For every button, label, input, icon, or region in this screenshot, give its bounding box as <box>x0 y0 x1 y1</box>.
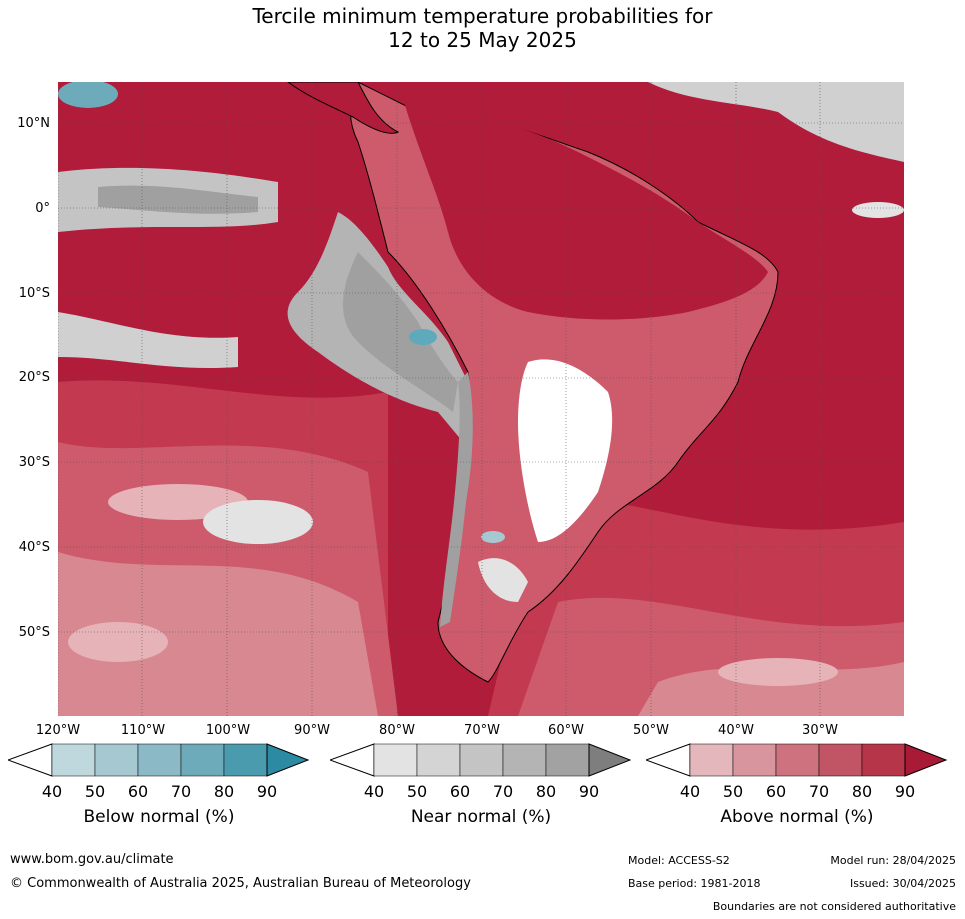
lon-label-60w: 60°W <box>548 723 584 738</box>
above-normal-label: Above normal (%) <box>720 807 874 827</box>
below-normal-bin-40 <box>51 743 96 777</box>
map-svg <box>57 80 904 716</box>
argentina-below-40 <box>518 359 613 542</box>
below-patch-chile <box>481 531 505 543</box>
near-tick-70: 70 <box>492 782 514 801</box>
lat-label-30s: 30°S <box>18 455 50 470</box>
lon-label-30w: 30°W <box>802 723 838 738</box>
below-tick-90: 90 <box>256 782 278 801</box>
lon-label-70w: 70°W <box>464 723 500 738</box>
above-normal-bin-40 <box>689 743 734 777</box>
title-line-2: 12 to 25 May 2025 <box>388 28 577 52</box>
below-tick-50: 50 <box>84 782 106 801</box>
above-normal-low-triangle <box>644 743 691 777</box>
lat-label-0: 0° <box>35 201 50 216</box>
near-normal-label: Near normal (%) <box>410 807 552 827</box>
near-tick-50: 50 <box>406 782 428 801</box>
below-normal-colorbar <box>6 742 310 782</box>
north-atlantic-near <box>648 82 904 162</box>
near-normal-high-triangle <box>588 743 632 777</box>
base-period-text: Base period: 1981-2018 <box>628 877 761 890</box>
below-normal-bin-70 <box>180 743 225 777</box>
below-normal-bin-60 <box>137 743 182 777</box>
pacific-near-3 <box>58 312 238 369</box>
lon-label-90w: 90°W <box>294 723 330 738</box>
patch-50-c <box>718 658 838 686</box>
website-link[interactable]: www.bom.gov.au/climate <box>10 852 174 867</box>
title-line-1: Tercile minimum temperature probabilitie… <box>252 4 713 28</box>
patch-50-b <box>68 622 168 662</box>
lon-label-40w: 40°W <box>718 723 754 738</box>
near-tick-60: 60 <box>449 782 471 801</box>
below-tick-70: 70 <box>170 782 192 801</box>
lon-label-110w: 110°W <box>120 723 166 738</box>
lon-label-120w: 120°W <box>35 723 81 738</box>
above-normal-bin-50 <box>732 743 777 777</box>
patagonia-near <box>478 558 528 602</box>
andes-near <box>440 372 473 627</box>
equatorial-atlantic-near <box>852 202 904 218</box>
below-patch-nw <box>58 80 118 108</box>
below-normal-bin-50 <box>94 743 139 777</box>
model-text: Model: ACCESS-S2 <box>628 854 730 867</box>
southern-band-60 <box>58 552 378 716</box>
near-normal-colorbar <box>328 742 632 782</box>
near-normal-bin-50 <box>416 743 461 777</box>
above-tick-40: 40 <box>679 782 701 801</box>
near-normal-low-triangle <box>328 743 375 777</box>
lat-label-50s: 50°S <box>18 625 50 640</box>
probability-map <box>57 80 904 716</box>
lat-label-40s: 40°S <box>18 540 50 555</box>
near-normal-bin-70 <box>502 743 547 777</box>
lat-label-10s: 10°S <box>18 286 50 301</box>
near-tick-90: 90 <box>578 782 600 801</box>
map-title: Tercile minimum temperature probabilitie… <box>0 4 965 52</box>
above-normal-bin-70 <box>818 743 863 777</box>
copyright-text: © Commonwealth of Australia 2025, Austra… <box>10 876 471 891</box>
below-normal-colorbar-svg <box>6 743 310 777</box>
above-normal-colorbar <box>644 742 948 782</box>
above-tick-90: 90 <box>894 782 916 801</box>
below-tick-80: 80 <box>213 782 235 801</box>
above-normal-bin-60 <box>775 743 820 777</box>
near-normal-bin-40 <box>373 743 418 777</box>
above-normal-high-triangle <box>904 743 948 777</box>
below-normal-low-triangle <box>6 743 53 777</box>
central-america <box>286 81 400 134</box>
above-normal-bin-80 <box>861 743 906 777</box>
above-tick-80: 80 <box>851 782 873 801</box>
lon-label-80w: 80°W <box>379 723 415 738</box>
above-tick-50: 50 <box>722 782 744 801</box>
lat-label-10n: 10°N <box>17 116 50 131</box>
near-tick-40: 40 <box>363 782 385 801</box>
above-tick-70: 70 <box>808 782 830 801</box>
east-pacific-near-dark <box>343 252 458 412</box>
graticule <box>57 82 904 716</box>
above-tick-60: 60 <box>765 782 787 801</box>
near-normal-bin-80 <box>545 743 590 777</box>
near-tick-80: 80 <box>535 782 557 801</box>
below-tick-60: 60 <box>127 782 149 801</box>
disclaimer-text: Boundaries are not considered authoritat… <box>712 900 956 913</box>
issued-text: Issued: 30/04/2025 <box>849 877 956 890</box>
near-normal-colorbar-svg <box>328 743 632 777</box>
patch-near-1 <box>203 500 313 544</box>
below-normal-high-triangle <box>266 743 310 777</box>
below-patch-peru <box>409 329 437 345</box>
lon-label-100w: 100°W <box>205 723 251 738</box>
below-normal-label: Below normal (%) <box>83 807 235 827</box>
south-atlantic-60 <box>638 662 904 716</box>
pacific-near-2 <box>98 185 258 214</box>
lat-label-20s: 20°S <box>18 370 50 385</box>
lon-label-50w: 50°W <box>633 723 669 738</box>
above-normal-colorbar-svg <box>644 743 948 777</box>
below-normal-bin-80 <box>223 743 268 777</box>
below-tick-40: 40 <box>41 782 63 801</box>
model-run-text: Model run: 28/04/2025 <box>830 854 956 867</box>
near-normal-bin-60 <box>459 743 504 777</box>
amazon-above <box>398 82 768 320</box>
